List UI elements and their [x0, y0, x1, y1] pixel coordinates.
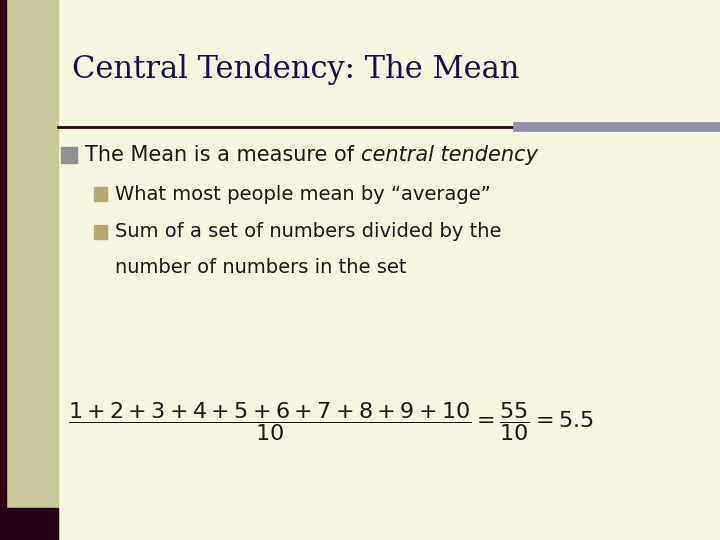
Text: central tendency: central tendency	[361, 145, 538, 165]
Bar	[0, 508, 58, 540]
Bar	[61, 147, 77, 163]
Bar	[94, 187, 107, 201]
Text: What most people mean by “average”: What most people mean by “average”	[115, 185, 491, 204]
Text: Central Tendency: The Mean: Central Tendency: The Mean	[72, 54, 520, 85]
Text: $\dfrac{1+2+3+4+5+6+7+8+9+10}{10} = \dfrac{55}{10} = 5.5$: $\dfrac{1+2+3+4+5+6+7+8+9+10}{10} = \dfr…	[68, 400, 594, 443]
Text: The Mean is a measure of: The Mean is a measure of	[85, 145, 361, 165]
Bar	[0, 0, 6, 540]
Text: Sum of a set of numbers divided by the: Sum of a set of numbers divided by the	[115, 222, 502, 241]
Text: number of numbers in the set: number of numbers in the set	[115, 258, 407, 276]
Bar	[0, 0, 58, 540]
Bar	[94, 225, 107, 239]
